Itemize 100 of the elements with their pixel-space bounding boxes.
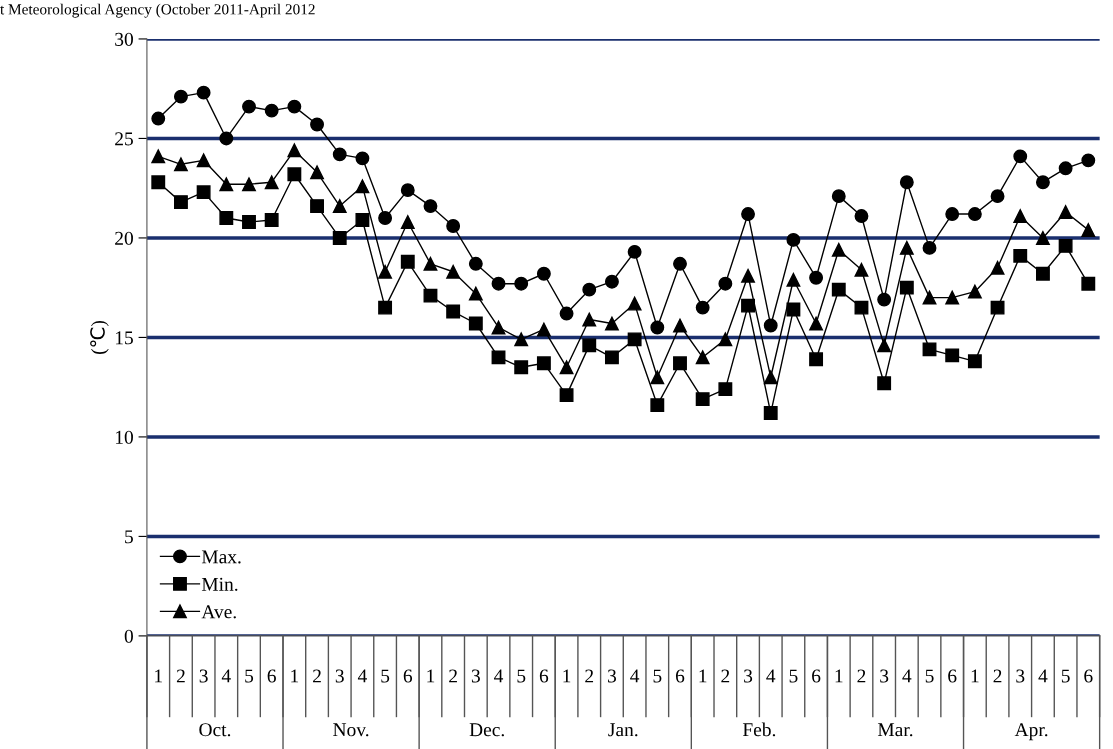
x-tick-label: 1 <box>563 669 571 683</box>
point <box>854 300 869 315</box>
point <box>332 147 347 162</box>
x-tick-label: 3 <box>608 669 617 683</box>
point <box>899 240 914 255</box>
point <box>536 322 551 337</box>
point <box>514 360 529 375</box>
point <box>559 388 574 403</box>
text: Nov. <box>333 723 369 737</box>
point <box>378 211 393 225</box>
point <box>264 103 279 118</box>
x-tick-label: 1 <box>971 669 979 683</box>
x-tick-label: 4 <box>902 669 912 683</box>
point <box>763 370 778 385</box>
point <box>1035 266 1050 281</box>
point <box>1058 161 1073 176</box>
point <box>627 244 642 259</box>
y-tick-label: 5 <box>125 530 133 544</box>
point <box>559 306 574 321</box>
point <box>400 254 415 269</box>
point <box>673 256 687 271</box>
point <box>831 189 846 204</box>
x-tick-label: 2 <box>313 669 321 683</box>
text: Dec. <box>469 723 504 737</box>
y-axis-title: (℃) <box>90 320 109 354</box>
x-tick-label: 1 <box>835 669 843 683</box>
point <box>219 177 234 192</box>
point <box>310 117 324 132</box>
point <box>559 360 574 375</box>
x-tick-label: 2 <box>857 669 866 683</box>
point <box>627 332 642 347</box>
point <box>899 280 914 295</box>
y-tick-label: 30 <box>115 32 133 46</box>
point <box>945 290 960 305</box>
point <box>468 286 483 301</box>
point <box>219 131 234 146</box>
point <box>468 256 483 271</box>
point <box>151 175 166 190</box>
point <box>491 276 506 291</box>
point <box>1081 153 1096 168</box>
point <box>151 149 166 164</box>
point <box>695 350 710 365</box>
point <box>219 211 234 225</box>
x-tick-label: 4 <box>630 669 640 683</box>
x-tick-label: 6 <box>812 669 821 683</box>
point <box>650 320 665 335</box>
y-tick-label: 20 <box>115 231 133 245</box>
x-tick-label: 6 <box>403 669 413 683</box>
point <box>287 99 302 114</box>
point <box>355 213 370 227</box>
point <box>990 260 1005 275</box>
point <box>604 350 619 365</box>
point <box>831 242 846 257</box>
point <box>718 332 733 347</box>
point <box>536 266 551 281</box>
point <box>741 207 755 221</box>
point <box>1035 230 1050 245</box>
point <box>242 177 256 192</box>
point <box>695 300 710 315</box>
y-tick-label: 25 <box>115 132 133 146</box>
point <box>151 111 166 126</box>
y-tick-label: 0 <box>124 629 133 643</box>
point <box>650 370 665 385</box>
point <box>673 356 687 371</box>
point <box>514 332 529 347</box>
point <box>173 195 188 210</box>
point <box>173 157 188 172</box>
x-tick-label: 2 <box>449 669 457 683</box>
point <box>831 282 846 297</box>
point <box>310 165 324 180</box>
x-tick-label: 2 <box>993 669 1002 683</box>
point <box>854 262 869 277</box>
point <box>627 296 642 311</box>
point <box>287 167 302 182</box>
point <box>809 352 824 367</box>
x-tick-label: 1 <box>699 669 707 683</box>
point <box>355 179 370 194</box>
point <box>673 318 687 333</box>
point <box>355 151 370 166</box>
x-tick-label: 6 <box>1084 669 1093 683</box>
point <box>378 300 393 315</box>
point <box>242 99 256 114</box>
point <box>809 316 824 331</box>
point <box>786 302 801 317</box>
point <box>1013 209 1028 223</box>
x-tick-label: 1 <box>427 669 435 683</box>
x-tick-label: 6 <box>948 669 957 683</box>
point <box>536 356 551 371</box>
point <box>650 398 665 413</box>
point <box>582 312 597 327</box>
point <box>196 85 211 100</box>
x-tick-label: 5 <box>789 669 798 683</box>
x-tick-label: 6 <box>267 669 276 683</box>
legend-label: Ave. <box>201 605 236 619</box>
x-tick-label: 3 <box>880 669 889 683</box>
point <box>264 213 279 227</box>
point <box>332 199 347 214</box>
point <box>945 348 960 363</box>
x-tick-label: 1 <box>155 669 162 683</box>
x-tick-label: 1 <box>291 669 299 683</box>
